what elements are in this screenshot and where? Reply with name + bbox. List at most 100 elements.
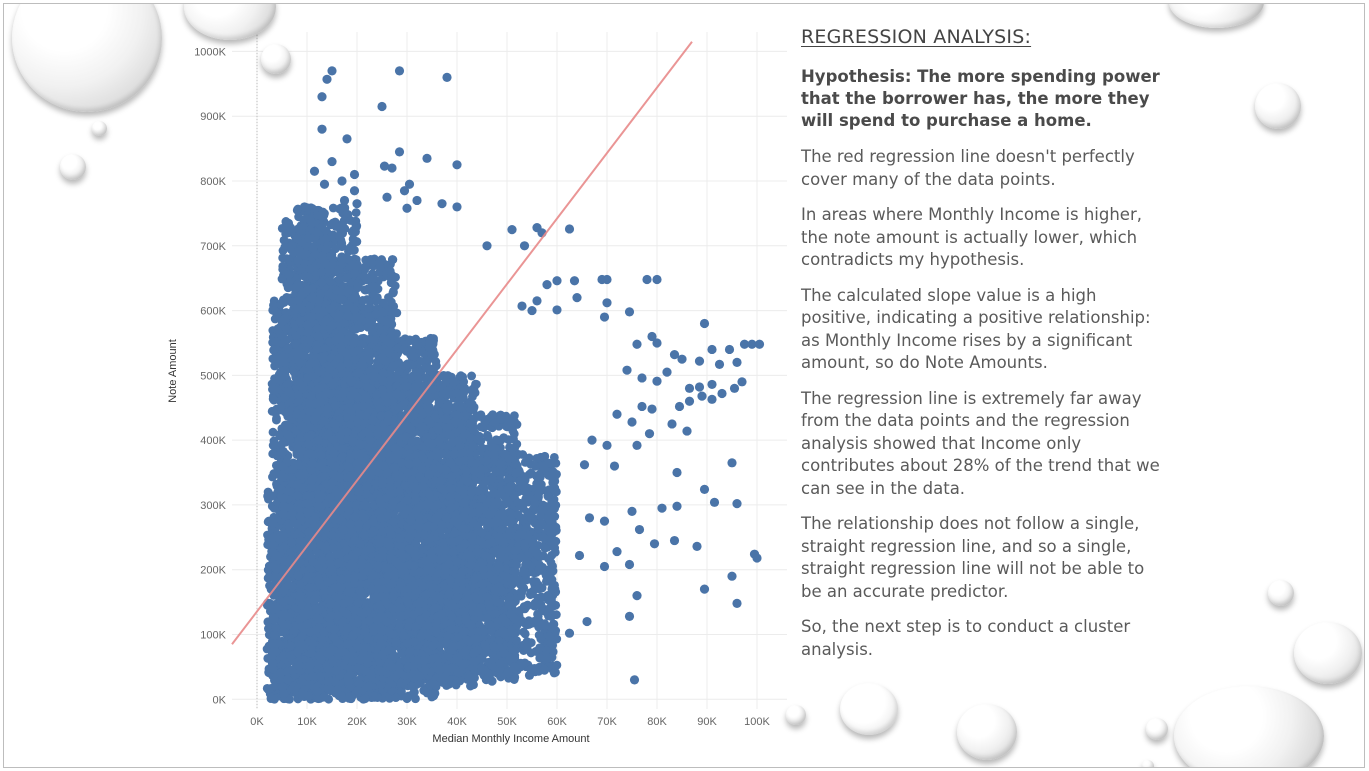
data-point xyxy=(278,462,288,472)
data-point xyxy=(368,282,378,291)
data-point xyxy=(318,255,328,265)
data-point xyxy=(279,531,289,541)
data-point xyxy=(339,216,349,226)
data-point xyxy=(272,413,281,423)
data-point xyxy=(280,366,290,376)
data-point xyxy=(269,605,279,614)
data-point xyxy=(343,254,353,264)
data-point xyxy=(364,303,373,313)
data-point xyxy=(308,671,318,681)
data-point xyxy=(282,612,292,621)
data-point xyxy=(305,215,315,224)
data-point xyxy=(293,491,302,500)
data-point xyxy=(269,615,279,625)
data-point xyxy=(308,243,318,253)
data-point xyxy=(313,436,323,445)
data-point xyxy=(293,256,303,266)
data-point xyxy=(314,494,323,504)
data-point xyxy=(286,641,296,651)
data-point xyxy=(311,512,320,522)
data-point xyxy=(360,263,370,272)
data-point xyxy=(302,285,312,295)
data-point xyxy=(328,230,338,240)
data-point xyxy=(334,313,343,323)
data-point xyxy=(363,322,373,332)
data-point xyxy=(293,460,303,470)
data-point xyxy=(294,661,304,671)
data-point xyxy=(279,509,288,519)
data-point xyxy=(328,218,338,228)
data-point xyxy=(270,305,279,315)
data-point xyxy=(352,262,361,272)
data-point xyxy=(310,594,320,604)
data-point xyxy=(291,339,301,349)
data-point xyxy=(287,537,296,547)
data-point xyxy=(353,282,363,292)
data-point xyxy=(388,286,398,296)
data-point xyxy=(349,293,359,303)
data-point xyxy=(271,623,281,633)
data-point xyxy=(273,325,283,335)
data-point xyxy=(292,234,302,244)
data-point xyxy=(279,689,289,699)
data-point xyxy=(311,411,321,421)
data-point xyxy=(284,431,294,441)
data-point xyxy=(306,659,316,669)
data-point xyxy=(307,358,316,368)
data-point xyxy=(279,298,289,307)
data-point xyxy=(299,351,308,361)
data-point xyxy=(269,469,279,478)
data-point xyxy=(293,443,303,453)
data-point xyxy=(268,394,278,404)
data-point xyxy=(314,615,324,625)
scatter-chart: 0K 10K 20K 30K 40K 50K 60K 70K 80K 90K 100K 0K100K… xyxy=(167,32,787,745)
data-point xyxy=(375,263,385,273)
data-point xyxy=(270,694,279,704)
data-point xyxy=(268,518,278,528)
data-point xyxy=(305,449,315,458)
data-point xyxy=(284,387,294,397)
data-point xyxy=(332,285,341,295)
data-point xyxy=(293,224,303,234)
data-point xyxy=(302,414,312,424)
data-point xyxy=(305,583,315,593)
data-point xyxy=(304,691,313,701)
data-point xyxy=(284,580,294,590)
data-point xyxy=(295,470,305,480)
data-point xyxy=(275,430,284,439)
data-point xyxy=(302,619,312,629)
data-point xyxy=(269,345,279,355)
data-point xyxy=(283,486,293,496)
data-point xyxy=(387,255,397,264)
data-point xyxy=(328,203,338,213)
data-point xyxy=(276,668,286,678)
data-point xyxy=(295,591,305,601)
data-point xyxy=(351,208,361,218)
data-point xyxy=(293,376,302,386)
data-point xyxy=(335,294,345,304)
data-point xyxy=(318,635,327,644)
data-point xyxy=(327,321,337,330)
data-point xyxy=(303,499,313,508)
data-point xyxy=(307,476,316,486)
data-point xyxy=(277,317,287,327)
data-point xyxy=(283,343,293,353)
data-point xyxy=(308,557,318,567)
data-point xyxy=(269,631,279,640)
data-point xyxy=(315,211,325,220)
data-point xyxy=(271,563,280,573)
data-point xyxy=(293,296,303,305)
data-point xyxy=(268,658,278,668)
data-point xyxy=(350,217,359,226)
data-point xyxy=(327,304,336,313)
data-point xyxy=(303,604,313,614)
data-point xyxy=(317,278,326,287)
data-point xyxy=(277,274,287,284)
data-point xyxy=(308,459,317,469)
data-point xyxy=(306,391,316,401)
data-point xyxy=(269,646,278,656)
data-point xyxy=(279,556,289,566)
data-point xyxy=(337,238,347,248)
data-point xyxy=(284,270,294,280)
data-point xyxy=(312,344,322,354)
